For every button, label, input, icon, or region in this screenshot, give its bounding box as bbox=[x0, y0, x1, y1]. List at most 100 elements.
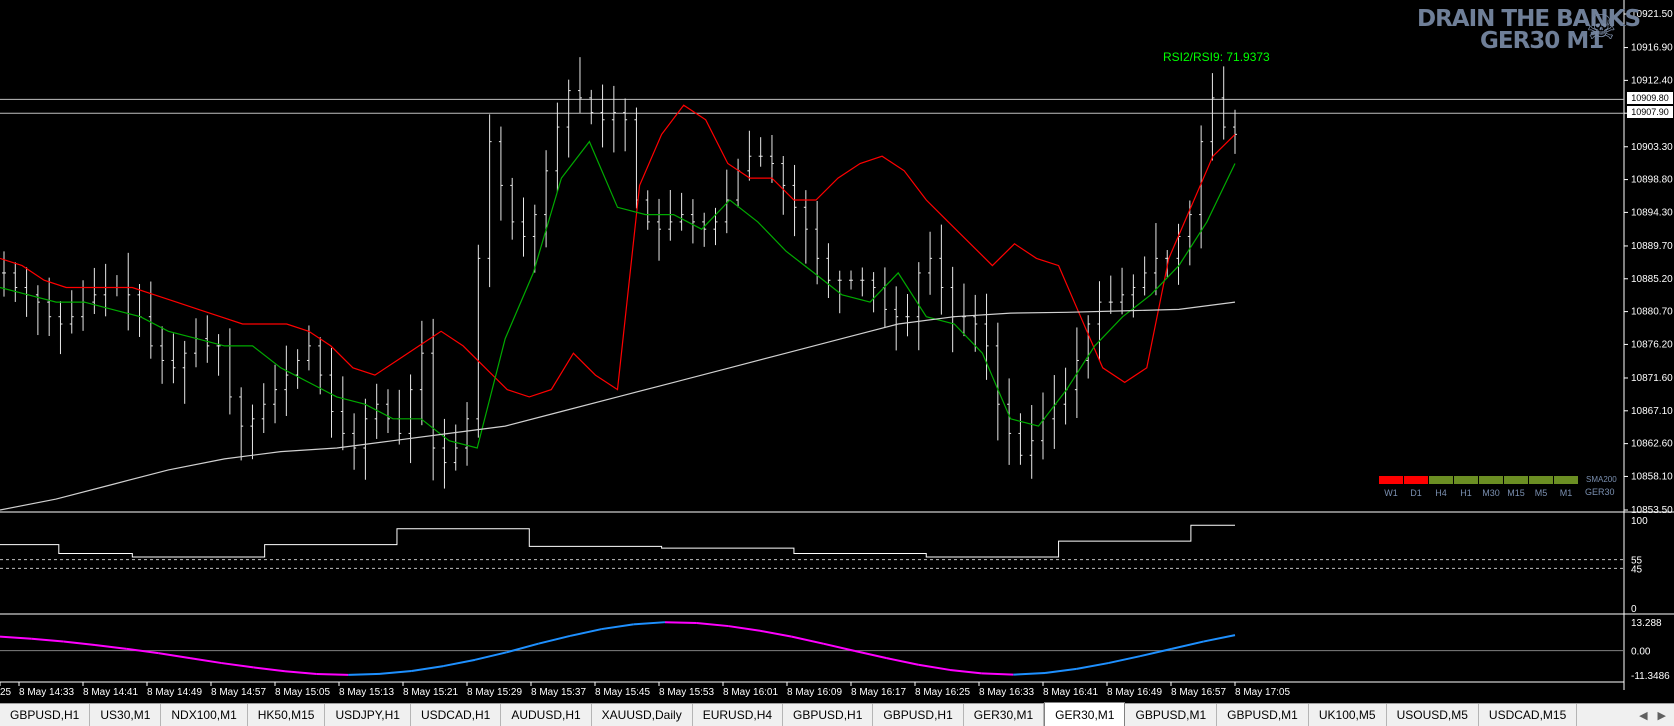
ohlc-bar bbox=[182, 340, 187, 404]
x-tick-label: 8 May 15:13 bbox=[339, 687, 394, 698]
ohlc-bar bbox=[984, 293, 989, 380]
chart-tab[interactable]: USOUSD,M5 bbox=[1387, 704, 1479, 726]
oscillator-segment bbox=[1044, 667, 1077, 674]
ohlc-bar bbox=[916, 262, 921, 351]
ohlc-bar bbox=[1153, 223, 1158, 296]
chart-tab[interactable]: GBPUSD,H1 bbox=[873, 704, 964, 726]
y-tick-label: 10894.30 bbox=[1631, 207, 1673, 218]
series-sma200 bbox=[0, 301, 1236, 511]
chart-tab[interactable]: HK50,M15 bbox=[248, 704, 326, 726]
x-tick-label: 8 May 17:05 bbox=[1235, 687, 1290, 698]
x-tick-label: 8 May 14:33 bbox=[19, 687, 74, 698]
chart-tab[interactable]: USDJPY,H1 bbox=[325, 704, 411, 726]
chart-tab[interactable]: GBPUSD,H1 bbox=[783, 704, 874, 726]
chart-tab[interactable]: AUDUSD,H1 bbox=[501, 704, 592, 726]
ohlc-bar bbox=[363, 398, 368, 480]
ohlc-bar bbox=[995, 322, 1000, 441]
ohlc-bar bbox=[126, 252, 131, 331]
ohlc-bar bbox=[1199, 125, 1204, 249]
x-tick-label: 8 May 16:41 bbox=[1043, 687, 1098, 698]
ohlc-bar bbox=[769, 134, 774, 183]
ohlc-bar bbox=[227, 328, 232, 415]
oscillator-segment bbox=[1203, 634, 1236, 643]
timeframe-trend-bar bbox=[1429, 476, 1453, 484]
ohlc-bar bbox=[193, 318, 198, 368]
chart-tab[interactable]: USDCAD,H1 bbox=[411, 704, 502, 726]
ohlc-bar bbox=[577, 57, 582, 113]
chart-tab[interactable]: XAUUSD,Daily bbox=[592, 704, 693, 726]
y-tick-label: 55 bbox=[1631, 556, 1643, 567]
chart-tab[interactable]: GBPUSD,M1 bbox=[1125, 704, 1218, 726]
arrow-right-icon[interactable]: ▶ bbox=[1657, 709, 1666, 722]
y-tick-label: 10889.70 bbox=[1631, 241, 1673, 252]
ohlc-bar bbox=[35, 285, 40, 336]
x-tick-label: 8 May 14:49 bbox=[147, 687, 202, 698]
chart-tab[interactable]: US30,M1 bbox=[90, 704, 162, 726]
ohlc-bar bbox=[261, 383, 266, 434]
chart-tab-bar: GBPUSD,H1 US30,M1 NDX100,M1 HK50,M15 USDJPY,… bbox=[0, 702, 1674, 726]
ohlc-bar bbox=[306, 325, 311, 371]
oscillator-segment bbox=[0, 635, 32, 640]
y-tick-label: 10853.50 bbox=[1631, 505, 1673, 516]
arrow-left-icon[interactable]: ◀ bbox=[1639, 709, 1648, 722]
chart-tab[interactable]: UK100,M5 bbox=[1309, 704, 1387, 726]
ohlc-bar bbox=[871, 272, 876, 313]
ohlc-bar bbox=[690, 199, 695, 244]
series-ema-slow bbox=[0, 140, 1236, 449]
timeframe-label: M30 bbox=[1482, 488, 1500, 498]
ohlc-bar bbox=[668, 189, 673, 241]
oscillator-segment bbox=[918, 663, 951, 671]
timeframe-cell: H4 bbox=[1429, 476, 1453, 498]
chart-tab[interactable]: USDCAD,M15 bbox=[1479, 704, 1578, 726]
ohlc-bar bbox=[905, 294, 910, 337]
y-tick-label: 10867.10 bbox=[1631, 406, 1673, 417]
timeframe-label: H4 bbox=[1435, 488, 1447, 498]
ohlc-bar bbox=[815, 200, 820, 285]
x-tick-label: 8 May 16:57 bbox=[1171, 687, 1226, 698]
ohlc-bar bbox=[69, 290, 74, 334]
x-tick-label: 8 May 15:45 bbox=[595, 687, 650, 698]
ohlc-bar bbox=[47, 277, 52, 336]
x-tick-label: 8 May 16:25 bbox=[915, 687, 970, 698]
symbol-label: GER30 bbox=[1585, 487, 1615, 497]
oscillator-segment bbox=[696, 622, 729, 628]
y-tick-label: 10921.50 bbox=[1631, 9, 1673, 20]
oscillator-segment bbox=[1108, 655, 1141, 665]
chart-tab[interactable]: GBPUSD,M1 bbox=[1217, 704, 1309, 726]
ohlc-bar bbox=[273, 364, 278, 424]
ohlc-bar bbox=[284, 345, 289, 416]
brand-symbol: GER30 M1 bbox=[1480, 28, 1604, 54]
timeframe-cell: H1 bbox=[1454, 476, 1478, 498]
x-tick-label: 8 May 16:09 bbox=[787, 687, 842, 698]
chart-tab[interactable]: NDX100,M1 bbox=[161, 704, 248, 726]
ohlc-bar bbox=[747, 130, 752, 181]
oscillator-segment bbox=[569, 628, 602, 637]
ohlc-bar bbox=[216, 334, 221, 376]
ohlc-bar bbox=[1041, 392, 1046, 460]
ohlc-bar bbox=[555, 102, 560, 192]
ohlc-bar bbox=[1097, 281, 1102, 361]
oscillator-segment bbox=[411, 665, 444, 673]
x-tick-label: 8 May 15:21 bbox=[403, 687, 458, 698]
x-tick-label: 8 May 15:37 bbox=[531, 687, 586, 698]
oscillator-segment bbox=[791, 635, 824, 645]
ohlc-bar bbox=[645, 190, 650, 230]
chart-tab[interactable]: GER30,M1 bbox=[1044, 702, 1126, 726]
tab-navigation: ◀ ▶ bbox=[1631, 704, 1674, 726]
chart-tab[interactable]: GBPUSD,H1 bbox=[0, 704, 91, 726]
oscillator-segment bbox=[728, 625, 761, 632]
oscillator-segment bbox=[126, 647, 159, 655]
ohlc-bar bbox=[92, 267, 97, 315]
oscillator-segment bbox=[1013, 671, 1046, 676]
x-tick-label: 25 bbox=[0, 687, 12, 698]
ohlc-bar bbox=[498, 126, 503, 221]
ohlc-bar bbox=[600, 84, 605, 148]
chart-tab[interactable]: EURUSD,H4 bbox=[693, 704, 784, 726]
chart-tab[interactable]: GER30,M1 bbox=[964, 704, 1045, 726]
ohlc-bar bbox=[239, 387, 244, 461]
ohlc-bar bbox=[250, 404, 255, 460]
ohlc-bar bbox=[736, 158, 741, 208]
oscillator-segment bbox=[601, 623, 634, 631]
price-panel: 10921.50 10916.90 10912.40 10907.90 10903.30… bbox=[0, 0, 1674, 690]
y-tick-label: 10871.60 bbox=[1631, 373, 1673, 384]
